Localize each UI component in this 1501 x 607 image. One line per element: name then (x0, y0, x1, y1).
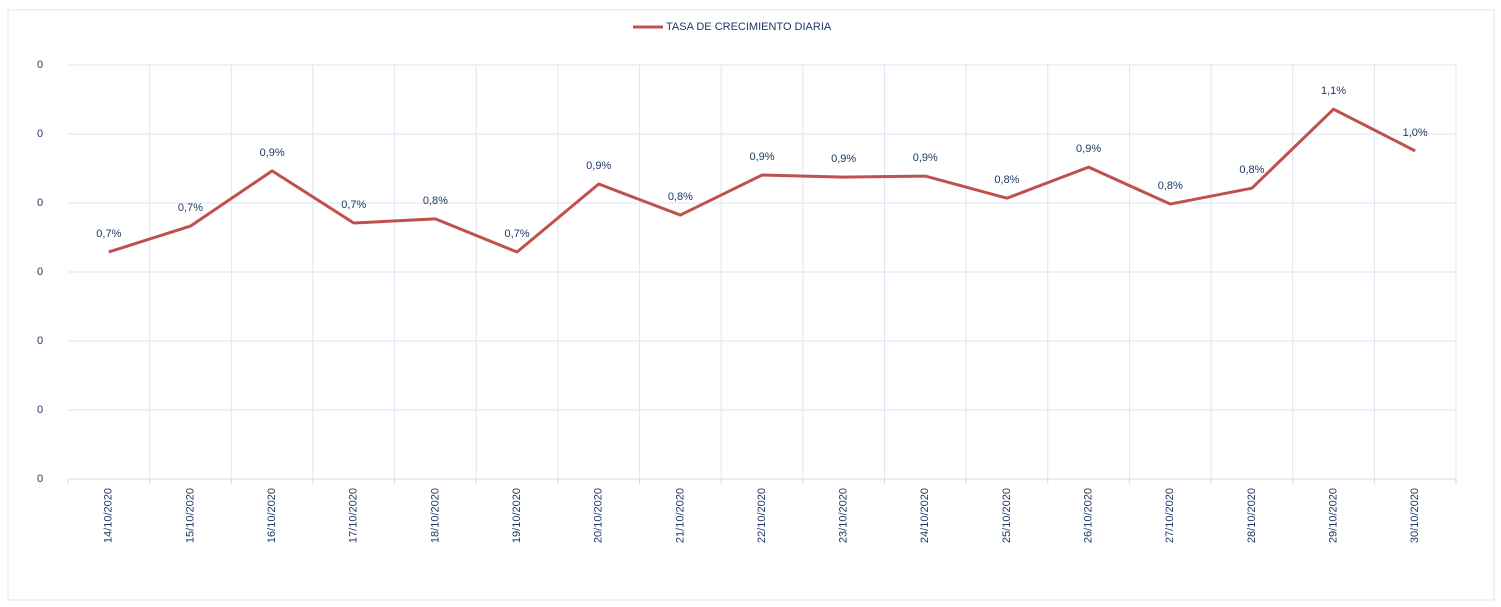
x-tick-label: 20/10/2020 (593, 488, 605, 543)
y-tick-label: 0 (37, 335, 43, 347)
x-tick-label: 22/10/2020 (756, 488, 768, 543)
x-tick-label: 14/10/2020 (103, 488, 115, 543)
x-tick-label: 21/10/2020 (674, 488, 686, 543)
x-tick-label: 27/10/2020 (1164, 488, 1176, 543)
x-tick-label: 28/10/2020 (1246, 488, 1258, 543)
x-tick-label: 17/10/2020 (348, 488, 360, 543)
data-label: 0,9% (586, 160, 611, 172)
data-label: 0,7% (96, 228, 121, 240)
data-label: 1,0% (1403, 127, 1428, 139)
y-tick-label: 0 (37, 197, 43, 209)
x-tick-label: 19/10/2020 (511, 488, 523, 543)
legend-label: TASA DE CRECIMIENTO DIARIA (666, 21, 832, 33)
x-tick-label: 26/10/2020 (1082, 488, 1094, 543)
data-label: 0,8% (1158, 180, 1183, 192)
y-tick-label: 0 (37, 59, 43, 71)
data-label: 0,7% (341, 199, 366, 211)
y-tick-label: 0 (37, 404, 43, 416)
y-tick-label: 0 (37, 266, 43, 278)
data-label: 0,9% (260, 147, 285, 159)
x-tick-label: 23/10/2020 (838, 488, 850, 543)
x-tick-label: 18/10/2020 (429, 488, 441, 543)
x-tick-label: 29/10/2020 (1327, 488, 1339, 543)
y-tick-label: 0 (37, 473, 43, 485)
data-label: 0,8% (994, 174, 1019, 186)
data-label: 0,7% (505, 228, 530, 240)
data-label: 0,8% (668, 191, 693, 203)
x-tick-label: 30/10/2020 (1409, 488, 1421, 543)
data-label: 0,8% (1239, 164, 1264, 176)
x-tick-label: 25/10/2020 (1001, 488, 1013, 543)
x-tick-label: 16/10/2020 (266, 488, 278, 543)
x-tick-label: 24/10/2020 (919, 488, 931, 543)
y-tick-label: 0 (37, 128, 43, 140)
data-label: 0,9% (1076, 143, 1101, 155)
line (108, 107, 1416, 254)
data-label: 0,8% (423, 195, 448, 207)
data-label: 0,9% (831, 153, 856, 165)
data-label: 0,9% (749, 151, 774, 163)
data-label: 0,9% (913, 152, 938, 164)
data-label: 1,1% (1321, 85, 1346, 97)
data-label: 0,7% (178, 202, 203, 214)
x-tick-label: 15/10/2020 (184, 488, 196, 543)
chart-frame (7, 9, 1495, 601)
